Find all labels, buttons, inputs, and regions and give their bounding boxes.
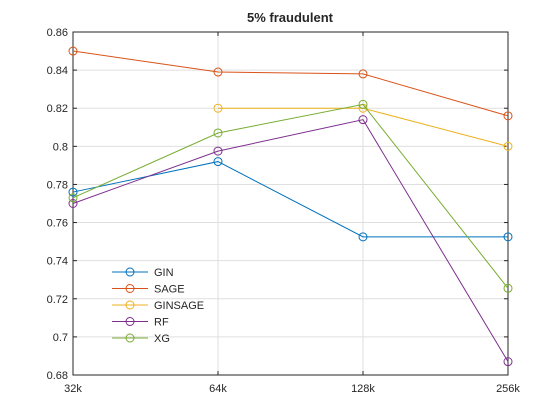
y-tick-label: 0.86 [47,27,68,39]
data-point-gin [358,232,368,242]
chart-title: 5% fraudulent [247,10,334,25]
legend-marker-rf [125,317,135,326]
plot-area [73,32,508,375]
y-tick-label: 0.84 [47,65,68,77]
data-point-sage [213,67,223,77]
data-point-rf [358,115,368,125]
data-point-ginsage [213,103,223,113]
tick-labels: 32k 64k 128k 256k 0.68 0.7 0.72 0.74 0.76 0.78 0.8… [47,27,521,395]
y-tick-label: 0.72 [47,294,68,306]
legend-label-sage: SAGE [154,284,185,296]
legend-marker-ginsage [125,300,135,310]
legend-marker-sage [125,284,135,293]
data-point-gin [213,157,223,167]
legend-label-rf: RF [154,317,169,329]
data-point-xg [503,283,513,293]
data-point-sage [503,111,513,121]
legend-label-gin: GIN [154,267,174,279]
legend-marker-gin [125,267,135,277]
data-point-rf [213,146,223,156]
x-tick-label: 128k [351,383,375,395]
series-line-xg [72,103,509,289]
series-line-sage [72,50,509,117]
legend-label-ginsage: GINSAGE [154,300,204,312]
data-point-xg [213,128,223,138]
x-tick-label: 32k [64,383,82,395]
x-tick-label: 64k [209,383,227,395]
data-point-sage [358,69,368,79]
y-tick-label: 0.78 [47,179,68,191]
data-point-gin [68,187,78,197]
data-point-rf [68,199,78,208]
data-point-xg [358,99,368,109]
y-tick-label: 0.82 [47,103,68,115]
data-point-sage [68,46,78,56]
x-tick-label: 256k [496,383,520,395]
series-group [68,46,513,367]
y-tick-label: 0.7 [53,332,68,344]
y-tick-label: 0.8 [53,141,68,153]
y-tick-label: 0.74 [47,256,68,268]
series-line-rf [72,119,509,362]
data-point-rf [503,357,513,367]
data-point-gin [503,232,513,242]
legend-label-xg: XG [154,333,170,345]
y-tick-label: 0.68 [47,370,68,382]
data-point-ginsage [503,141,513,151]
legend-marker-xg [125,333,135,343]
data-point-xg [68,193,78,203]
y-tick-label: 0.76 [47,218,68,230]
